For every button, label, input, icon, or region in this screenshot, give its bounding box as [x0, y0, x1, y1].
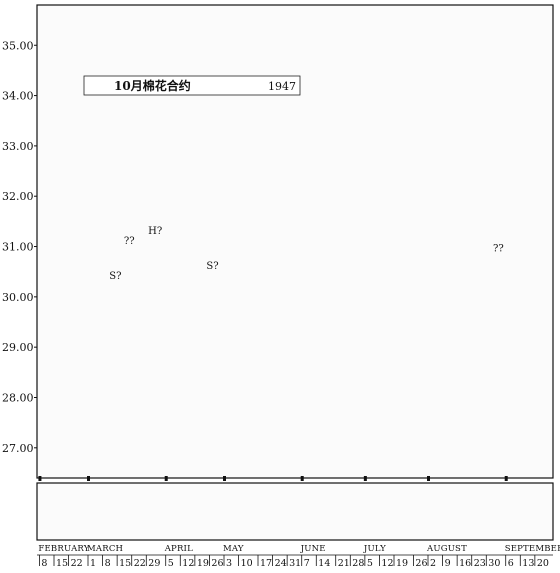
y-tick-label: 34.00 [2, 90, 34, 103]
day-tick-label: 15 [119, 558, 131, 569]
volume-panel-frame [36, 482, 554, 541]
y-tick-label: 27.00 [2, 442, 34, 455]
day-tick-label: 8 [41, 558, 47, 569]
title-box: 10月棉花合约 1947 [83, 75, 301, 96]
day-tick-label: 2 [430, 558, 436, 569]
pattern-annotation: ?? [493, 244, 504, 255]
y-tick-label: 35.00 [2, 39, 34, 52]
y-tick-label: 33.00 [2, 140, 34, 153]
y-tick-label: 30.00 [2, 291, 34, 304]
day-tick-label: 12 [182, 558, 194, 569]
y-tick-label: 31.00 [2, 241, 34, 254]
month-separator [363, 476, 367, 481]
y-tick-label: 28.00 [2, 391, 34, 404]
day-tick-label: 7 [304, 558, 310, 569]
day-tick-label: 10 [241, 558, 253, 569]
day-tick-label: 3 [226, 558, 232, 569]
day-tick-label: 9 [445, 558, 451, 569]
day-tick-label: 6 [508, 558, 514, 569]
day-tick-label: 30 [488, 558, 500, 569]
pattern-annotation: H? [148, 226, 162, 237]
pattern-annotation: ?? [124, 236, 135, 247]
day-tick-label: 16 [459, 558, 471, 569]
day-tick-label: 5 [367, 558, 373, 569]
month-separator [164, 476, 168, 481]
day-tick-label: 12 [381, 558, 393, 569]
day-tick-label: 26 [211, 558, 223, 569]
day-tick-label: 19 [396, 558, 408, 569]
month-separator [504, 476, 508, 481]
y-tick-label: 32.00 [2, 190, 34, 203]
day-tick-label: 22 [134, 558, 146, 569]
month-label: MAY [223, 544, 244, 554]
day-tick-label: 29 [148, 558, 160, 569]
day-tick-label: 1 [90, 558, 96, 569]
day-tick-label: 22 [71, 558, 83, 569]
y-tick-label: 29.00 [2, 341, 34, 354]
day-tick-label: 14 [318, 558, 330, 569]
month-separator [427, 476, 430, 481]
chart-year: 1947 [268, 80, 296, 93]
day-tick-label: 8 [105, 558, 111, 569]
annotations: S? H??? S??? [109, 226, 503, 282]
day-tick-label: 19 [197, 558, 209, 569]
day-tick-label: 31 [289, 558, 301, 569]
day-tick-label: 15 [56, 558, 68, 569]
month-label: JUNE [300, 544, 326, 554]
day-tick-label: 26 [415, 558, 427, 569]
day-tick-label: 5 [168, 558, 174, 569]
day-tick-label: 17 [260, 558, 272, 569]
pattern-annotation: S? [109, 271, 121, 282]
day-tick-label: 20 [537, 558, 549, 569]
pattern-annotation: S? [206, 261, 218, 272]
day-tick-label: 24 [275, 558, 287, 569]
month-label: MARCH [87, 544, 123, 554]
month-label: SEPTEMBER [505, 544, 560, 554]
day-tick-label: 28 [352, 558, 364, 569]
month-separator [87, 476, 90, 481]
month-label: JULY [363, 544, 386, 554]
day-tick-label: 23 [474, 558, 486, 569]
day-tick-label: 13 [522, 558, 534, 569]
day-tick-label: 21 [338, 558, 350, 569]
chart-title: 10月棉花合约 [114, 78, 191, 93]
month-separator [38, 476, 42, 481]
month-separator [300, 476, 304, 481]
month-label: APRIL [164, 544, 193, 554]
month-label: AUGUST [426, 544, 467, 554]
month-separator [223, 476, 226, 481]
month-label: FEBRUARY [38, 544, 89, 554]
